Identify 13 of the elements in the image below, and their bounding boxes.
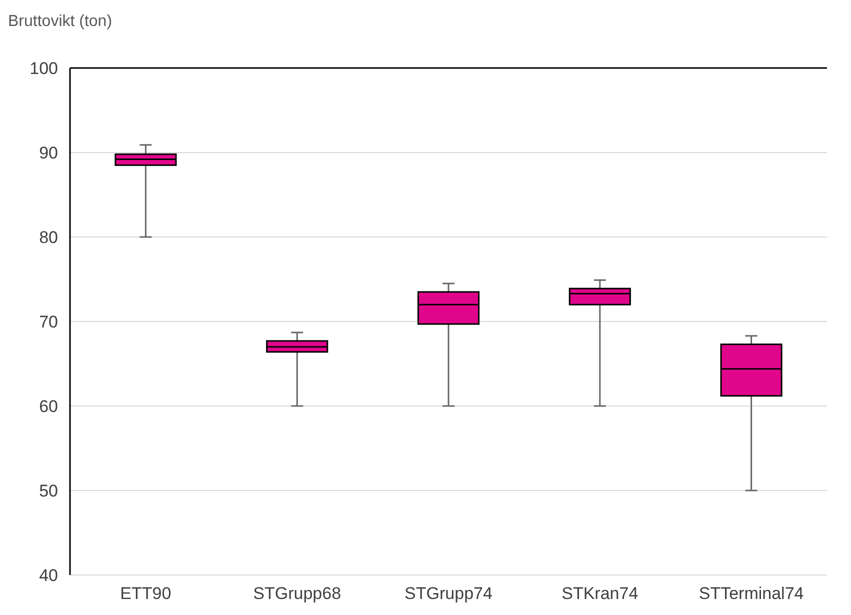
x-tick-label: ETT90 xyxy=(120,584,172,603)
y-tick-label: 40 xyxy=(39,566,58,585)
y-tick-label: 100 xyxy=(30,58,58,78)
y-tick-label: 80 xyxy=(39,228,58,247)
x-tick-label: STTerminal74 xyxy=(698,584,804,603)
x-tick-label: STGrupp74 xyxy=(404,584,492,603)
y-axis-title: Bruttovikt (ton) xyxy=(8,13,112,30)
y-tick-label: 50 xyxy=(39,481,58,500)
x-tick-label: STKran74 xyxy=(562,584,638,603)
y-tick-label: 70 xyxy=(39,312,58,332)
x-tick-label: STGrupp68 xyxy=(253,584,342,603)
y-tick-label: 90 xyxy=(39,143,58,162)
y-tick-label: 60 xyxy=(39,396,58,416)
